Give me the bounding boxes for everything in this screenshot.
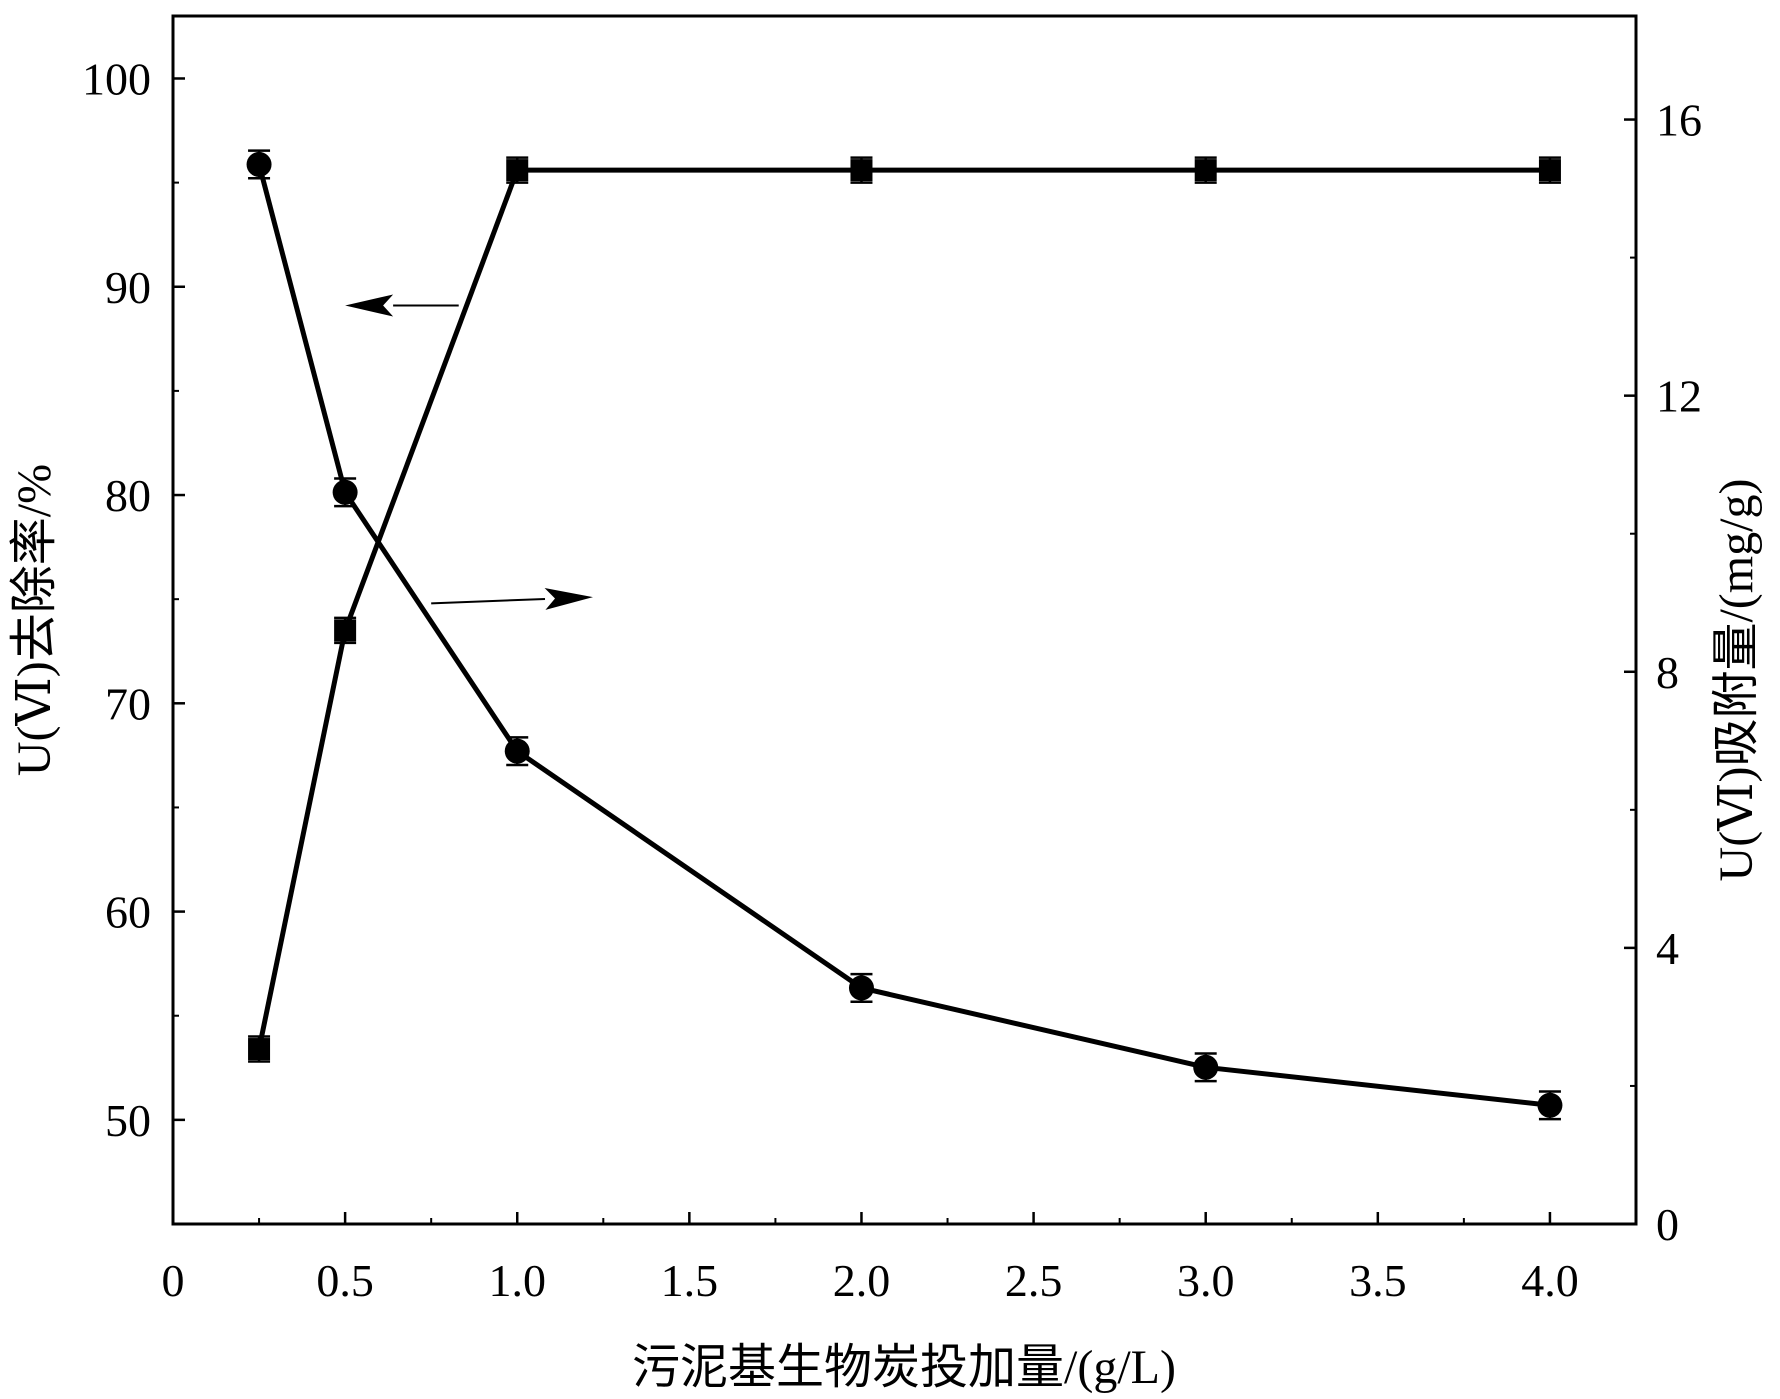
data-point-circle (504, 738, 530, 764)
data-point-square (334, 619, 357, 642)
y-left-tick-label: 60 (105, 887, 151, 938)
x-tick-label: 3.0 (1177, 1255, 1235, 1306)
x-tick-label: 2.0 (833, 1255, 891, 1306)
series-line-segment (256, 629, 348, 1050)
data-point-circle (1193, 1054, 1219, 1080)
data-point-circle (246, 151, 272, 177)
x-tick-label: 4.0 (1521, 1255, 1579, 1306)
x-tick-label: 1.5 (661, 1255, 719, 1306)
series-line-segment (860, 985, 1207, 1070)
y-right-tick-label: 4 (1656, 923, 1679, 974)
annotation-arrows (345, 294, 593, 610)
x-axis-title: 污泥基生物炭投加量/(g/L) (632, 1341, 1176, 1394)
arrow-head (345, 294, 394, 317)
x-tick-label: 1.0 (488, 1255, 546, 1306)
y-right-tick-label: 16 (1656, 95, 1702, 146)
series-line-segment (342, 169, 520, 632)
series-right-circle (246, 149, 1563, 1121)
data-point-square (506, 159, 529, 182)
x-tick-label: 0.5 (316, 1255, 374, 1306)
data-point-square (850, 159, 873, 182)
series-line-segment (256, 163, 348, 493)
y-right-tick-label: 0 (1656, 1199, 1679, 1250)
series-layer (246, 149, 1563, 1121)
arrow-shaft (431, 597, 546, 605)
data-point-square (248, 1038, 271, 1061)
data-point-circle (848, 975, 874, 1001)
y-right-tick-label: 12 (1656, 371, 1702, 422)
series-line-segment (515, 749, 863, 990)
y-left-tick-label: 90 (105, 262, 151, 313)
data-point-circle (332, 479, 358, 505)
series-line-segment (1205, 1064, 1551, 1108)
plot-frame (171, 14, 1638, 1226)
y-right-axis-ticks: 0 4 8 12 16 (1624, 95, 1702, 1250)
y-left-tick-label: 70 (105, 678, 151, 729)
x-tick-label: 2.5 (1005, 1255, 1063, 1306)
x-tick-label: 0 (162, 1255, 185, 1306)
y-left-axis-title: U(Ⅵ)去除率/% (8, 464, 61, 776)
series-left-square (248, 156, 1561, 1063)
y-right-axis-title: U(Ⅵ)吸附量/(mg/g) (1710, 479, 1763, 882)
x-tick-label: 3.5 (1349, 1255, 1407, 1306)
data-point-circle (1537, 1092, 1563, 1118)
arrow-head (544, 587, 593, 610)
y-left-tick-label: 50 (105, 1095, 151, 1146)
data-point-square (1538, 159, 1561, 182)
y-right-tick-label: 8 (1656, 647, 1679, 698)
annotation-arrow-left (345, 294, 459, 317)
y-left-tick-label: 100 (82, 53, 151, 104)
annotation-arrow-right (431, 587, 593, 610)
y-left-axis-ticks: 50 60 70 80 90 100 (82, 53, 185, 1225)
data-point-square (1194, 159, 1217, 182)
x-axis-ticks: 0 0.5 1.0 1.5 2.0 2.5 3.0 3.5 4.0 (162, 1212, 1579, 1306)
series-line-segment (343, 490, 520, 753)
y-left-tick-label: 80 (105, 470, 151, 521)
